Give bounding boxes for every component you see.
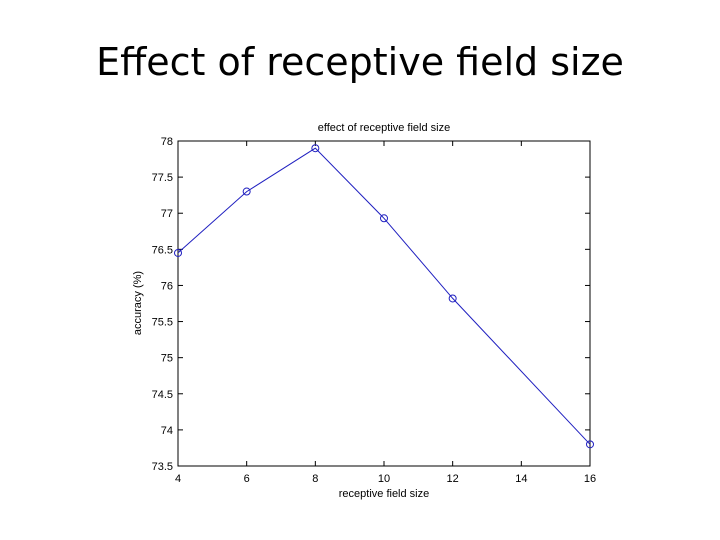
y-tick-label: 76	[161, 280, 173, 292]
series-accuracy	[174, 144, 594, 449]
x-tick-label: 14	[515, 473, 527, 485]
y-tick-label: 75.5	[152, 317, 173, 329]
axis-ticks: 4 6 8 10 12 14 16 73.5 74 74.5 75 75.5 76 76.5 77 77.5 7…	[152, 136, 597, 485]
y-tick-label: 78	[161, 136, 173, 148]
x-tick-label: 10	[378, 473, 390, 485]
y-tick-label: 74.5	[152, 389, 173, 401]
slide-title: Effect of receptive field size	[96, 40, 624, 84]
data-point	[380, 214, 388, 223]
data-point	[586, 440, 594, 449]
y-tick-label: 73.5	[152, 461, 173, 473]
data-point	[448, 294, 457, 303]
data-point	[311, 144, 320, 153]
data-point	[174, 248, 182, 257]
y-tick-label: 76.5	[152, 244, 173, 256]
y-axis-label: accuracy (%)	[132, 271, 144, 335]
x-axis-label: receptive field size	[339, 488, 430, 500]
y-tick-label: 75	[161, 353, 173, 365]
plot-title: effect of receptive field size	[318, 122, 450, 134]
x-tick-label: 12	[447, 473, 459, 485]
y-tick-label: 74	[161, 425, 173, 437]
y-tick-label: 77	[161, 208, 173, 220]
x-tick-label: 6	[244, 473, 250, 485]
data-point	[242, 187, 251, 196]
x-tick-label: 4	[175, 473, 181, 485]
x-tick-label: 16	[584, 473, 596, 485]
plot-area	[177, 140, 591, 467]
x-tick-label: 8	[312, 473, 318, 485]
y-tick-label: 77.5	[152, 172, 173, 184]
series-line	[177, 147, 591, 445]
